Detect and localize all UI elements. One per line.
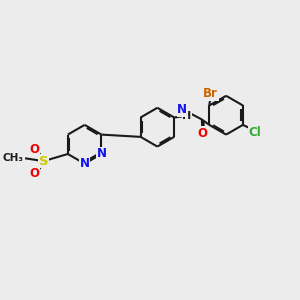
Text: N: N xyxy=(177,103,187,116)
Text: N: N xyxy=(96,148,106,160)
Text: CH₃: CH₃ xyxy=(3,153,24,163)
Text: O: O xyxy=(29,167,39,180)
Text: H: H xyxy=(182,111,192,121)
Text: S: S xyxy=(39,154,48,168)
Text: Br: Br xyxy=(203,87,218,100)
Text: O: O xyxy=(197,127,207,140)
Text: N: N xyxy=(80,157,90,170)
Text: O: O xyxy=(29,142,39,156)
Text: Cl: Cl xyxy=(248,125,261,139)
